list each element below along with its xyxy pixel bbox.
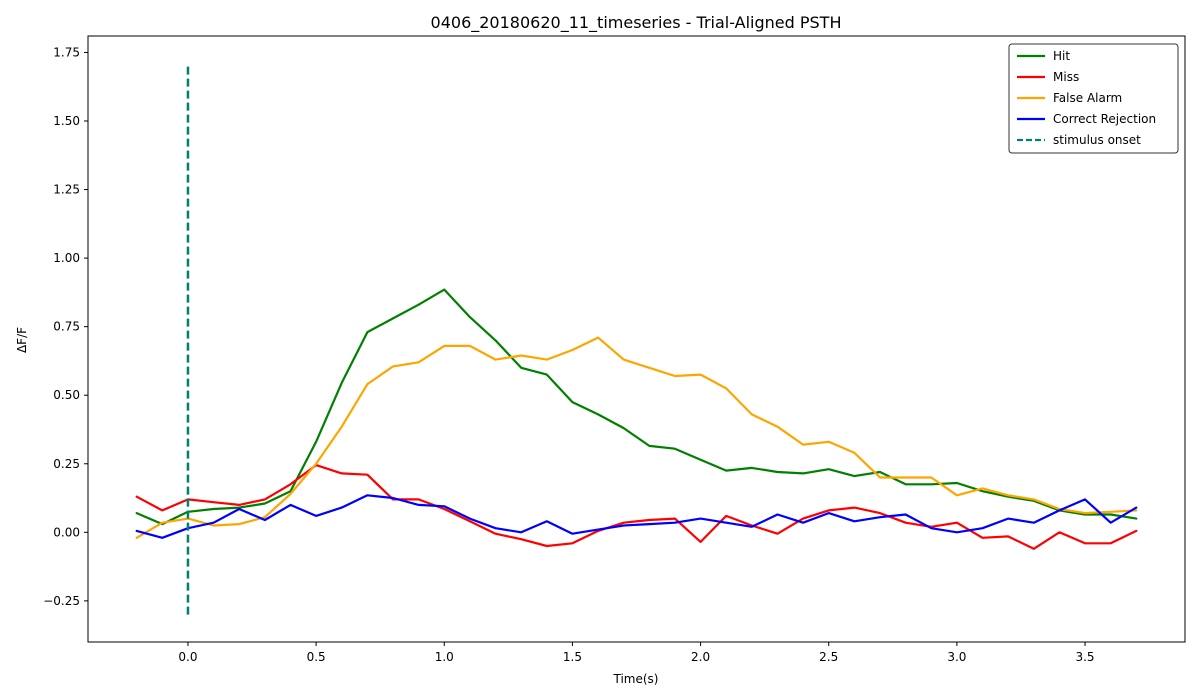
legend-label-false-alarm: False Alarm (1053, 91, 1122, 105)
y-tick-label: 0.00 (53, 525, 80, 539)
chart-title: 0406_20180620_11_timeseries - Trial-Alig… (431, 13, 842, 33)
x-tick-label: 2.5 (819, 650, 838, 664)
series-line-hit (135, 288, 1138, 526)
y-tick-label: 0.50 (53, 388, 80, 402)
y-tick-label: 1.50 (53, 114, 80, 128)
y-tick-label: −0.25 (43, 594, 80, 608)
x-tick-label: 0.0 (178, 650, 197, 664)
x-tick-label: 2.0 (691, 650, 710, 664)
series-line-correct-rejection (135, 494, 1138, 539)
legend-label-stimulus-onset: stimulus onset (1053, 133, 1141, 147)
legend-label-hit: Hit (1053, 49, 1070, 63)
x-tick-label: 3.0 (947, 650, 966, 664)
x-tick-label: 3.5 (1075, 650, 1094, 664)
plot-frame (87, 35, 1186, 643)
legend-label-correct-rejection: Correct Rejection (1053, 112, 1156, 126)
y-tick-label: 0.25 (53, 457, 80, 471)
x-tick-label: 1.0 (435, 650, 454, 664)
x-tick-label: 1.5 (563, 650, 582, 664)
y-tick-label: 1.25 (53, 183, 80, 197)
x-tick-label: 0.5 (307, 650, 326, 664)
y-axis-label: ΔF/F (15, 327, 29, 353)
y-tick-label: 0.75 (53, 320, 80, 334)
legend-box (1008, 43, 1179, 154)
y-tick-label: 1.00 (53, 251, 80, 265)
legend-label-miss: Miss (1053, 70, 1079, 84)
series-line-false-alarm (135, 336, 1138, 539)
y-tick-label: 1.75 (53, 45, 80, 59)
legend: Hit Miss False Alarm Correct Rejection stimu… (1008, 43, 1179, 154)
x-axis-label: Time(s) (613, 672, 659, 686)
plot-area: 0.0 0.5 1.0 1.5 2.0 2.5 3.0 3.5 −0.25 0.00 0.25 0.5… (43, 35, 1186, 664)
